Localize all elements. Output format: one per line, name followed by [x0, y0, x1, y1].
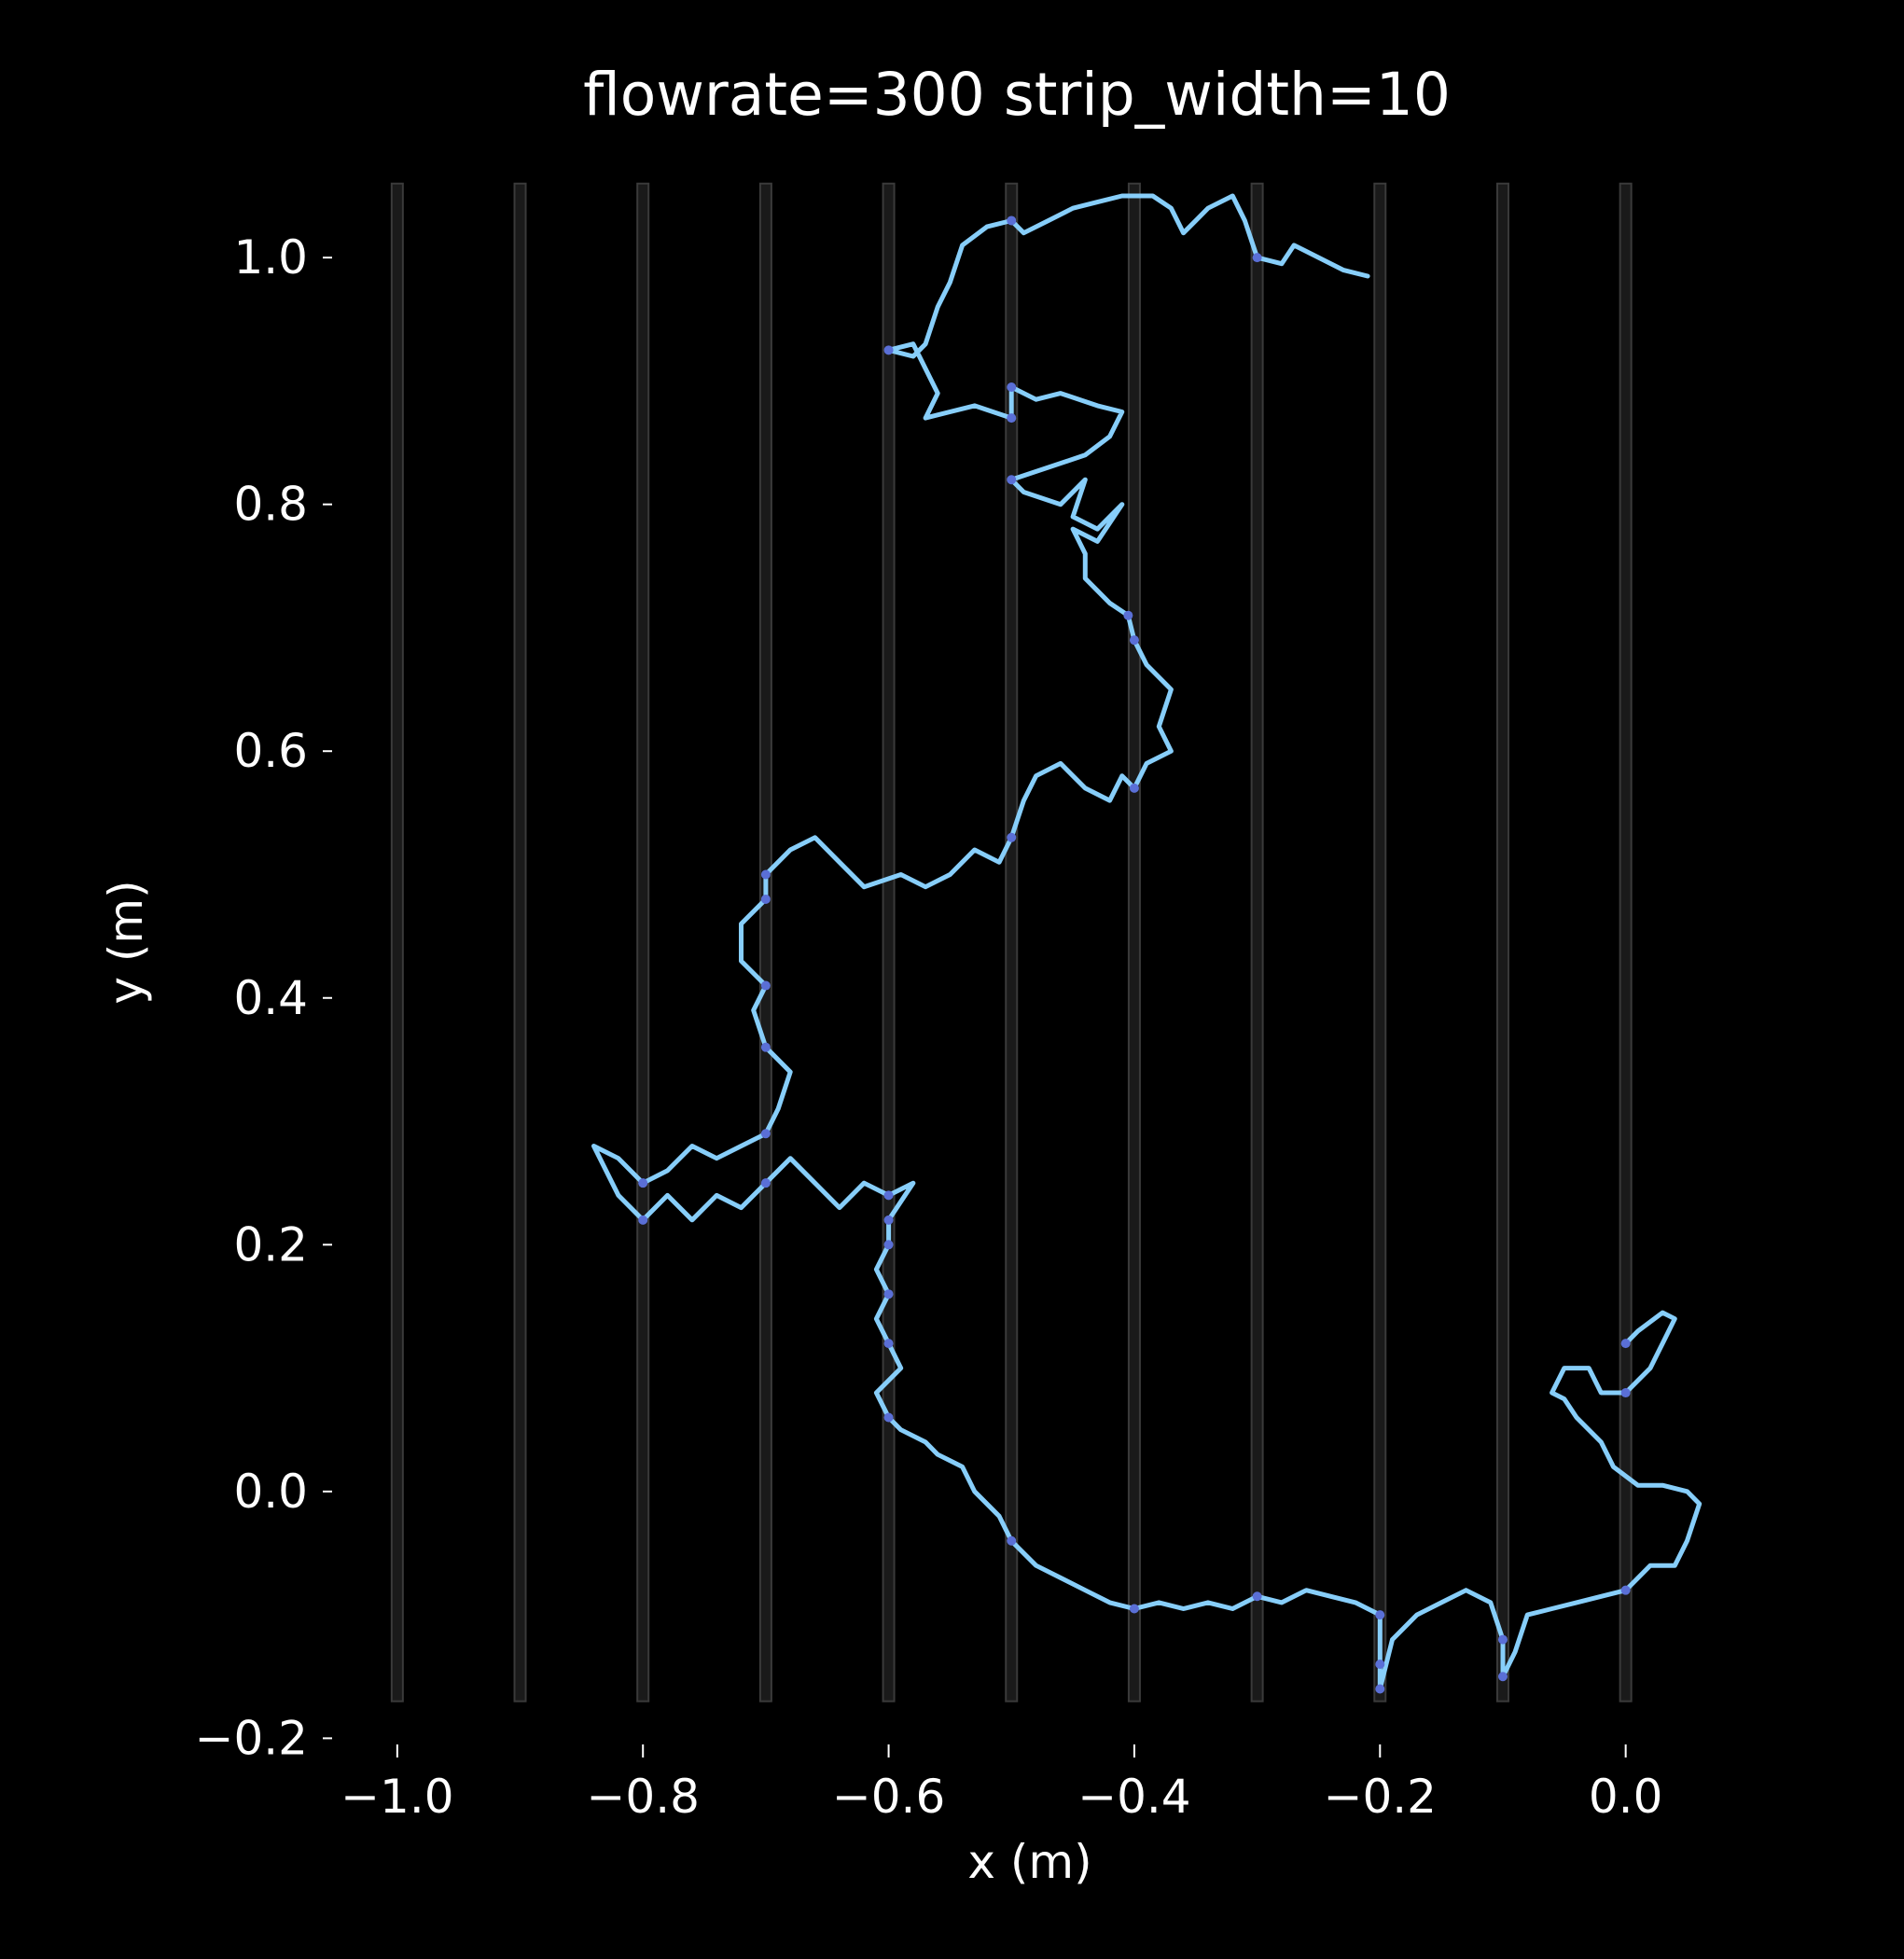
trajectory-strip-crossing-77 — [760, 894, 771, 904]
trajectory-strip-crossing-52 — [1123, 610, 1133, 620]
y-axis-label: y (m) — [99, 880, 153, 1004]
trajectory-strip-crossing-136 — [1375, 1610, 1385, 1620]
trajectory-strip-crossing-90 — [638, 1178, 648, 1188]
trajectory-strip-crossing-114 — [883, 1412, 894, 1423]
x-tick-label-4: −0.2 — [1324, 1770, 1437, 1824]
trajectory-strip-crossing-59 — [1129, 783, 1139, 793]
trajectory-line-0 — [591, 193, 1702, 1691]
trajectory-strip-crossing-138 — [1375, 1684, 1385, 1694]
strip-5 — [1005, 182, 1019, 1702]
y-tick-label-1: 0.0 — [233, 1465, 308, 1519]
strip-9 — [1495, 182, 1509, 1702]
x-tick-label-5: 0.0 — [1589, 1770, 1663, 1824]
strip-8 — [1373, 182, 1387, 1702]
trajectory-strip-crossing-76 — [760, 869, 771, 880]
strip-10 — [1619, 182, 1633, 1702]
trajectory-strip-crossing-107 — [883, 1240, 894, 1250]
trajectory-strip-crossing-137 — [1375, 1660, 1385, 1670]
strip-3 — [758, 182, 772, 1702]
trajectory-strip-crossing-131 — [1252, 1591, 1262, 1602]
y-tick-label-5: 0.8 — [233, 478, 308, 532]
trajectory-strip-crossing-40 — [1007, 475, 1017, 485]
trajectory-strip-crossing-173 — [1620, 1339, 1631, 1349]
trajectory-strip-crossing-111 — [883, 1339, 894, 1349]
trajectory-strip-crossing-121 — [1007, 1535, 1017, 1546]
trajectory-strip-crossing-25 — [883, 345, 894, 355]
y-tick-label-0: −0.2 — [195, 1711, 308, 1765]
trajectory-strip-crossing-32 — [1007, 382, 1017, 393]
trajectory-strip-crossing-109 — [883, 1289, 894, 1299]
strip-1 — [513, 182, 527, 1702]
x-tick-label-3: −0.4 — [1077, 1770, 1190, 1824]
trajectory-strip-crossing-85 — [760, 1129, 771, 1139]
y-tick-label-3: 0.4 — [233, 971, 308, 1025]
strip-4 — [882, 182, 896, 1702]
trajectory-strip-crossing-18 — [1007, 215, 1017, 226]
trajectory-strip-crossing-53 — [1129, 635, 1139, 646]
x-tick-label-0: −1.0 — [340, 1770, 453, 1824]
strip-7 — [1250, 182, 1264, 1702]
strip-2 — [636, 182, 650, 1702]
y-tick-label-6: 1.0 — [233, 230, 308, 285]
strips-layer — [390, 182, 1633, 1702]
trajectory-strip-crossing-66 — [1007, 832, 1017, 842]
trajectory-strip-crossing-82 — [760, 1042, 771, 1052]
trajectory-strip-crossing-80 — [760, 980, 771, 991]
x-tick-label-2: −0.6 — [832, 1770, 945, 1824]
trajectory-layer — [591, 193, 1702, 1694]
trajectory-strip-crossing-94 — [638, 1215, 648, 1225]
trajectory-strip-crossing-151 — [1620, 1585, 1631, 1595]
trajectory-strip-crossing-31 — [1007, 413, 1017, 424]
trajectory-strip-crossing-106 — [883, 1215, 894, 1225]
y-tick-label-4: 0.6 — [233, 724, 308, 778]
trajectory-strip-crossing-167 — [1620, 1388, 1631, 1398]
x-axis: −1.0 −0.8 −0.6 −0.4 −0.2 0.0 — [340, 1744, 1662, 1824]
strip-0 — [390, 182, 404, 1702]
trajectory-strip-crossing-104 — [883, 1190, 894, 1201]
trajectory-strip-crossing-99 — [760, 1178, 771, 1188]
y-tick-label-2: 0.2 — [233, 1217, 308, 1271]
strip-6 — [1127, 182, 1141, 1702]
x-tick-label-1: −0.8 — [586, 1770, 699, 1824]
trajectory-strip-crossing-145 — [1497, 1672, 1508, 1682]
trajectory-strip-crossing-5 — [1252, 253, 1262, 263]
trajectory-strip-crossing-126 — [1129, 1604, 1139, 1614]
trajectory-strip-crossing-144 — [1497, 1634, 1508, 1645]
x-axis-label: x (m) — [967, 1835, 1091, 1889]
y-axis: −0.2 0.0 0.2 0.4 0.6 0.8 1.0 — [195, 230, 332, 1765]
chart-title: flowrate=300 strip_width=10 — [583, 61, 1451, 129]
